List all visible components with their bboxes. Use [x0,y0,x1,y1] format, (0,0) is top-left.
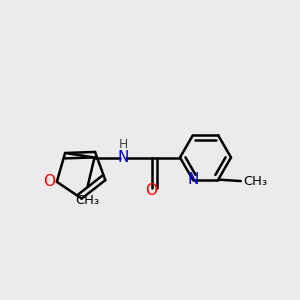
Text: O: O [146,183,158,198]
Text: CH₃: CH₃ [244,175,268,188]
Text: N: N [117,150,129,165]
Text: O: O [43,174,55,189]
Text: N: N [187,172,198,187]
Text: CH₃: CH₃ [75,194,99,206]
Text: H: H [118,138,127,151]
